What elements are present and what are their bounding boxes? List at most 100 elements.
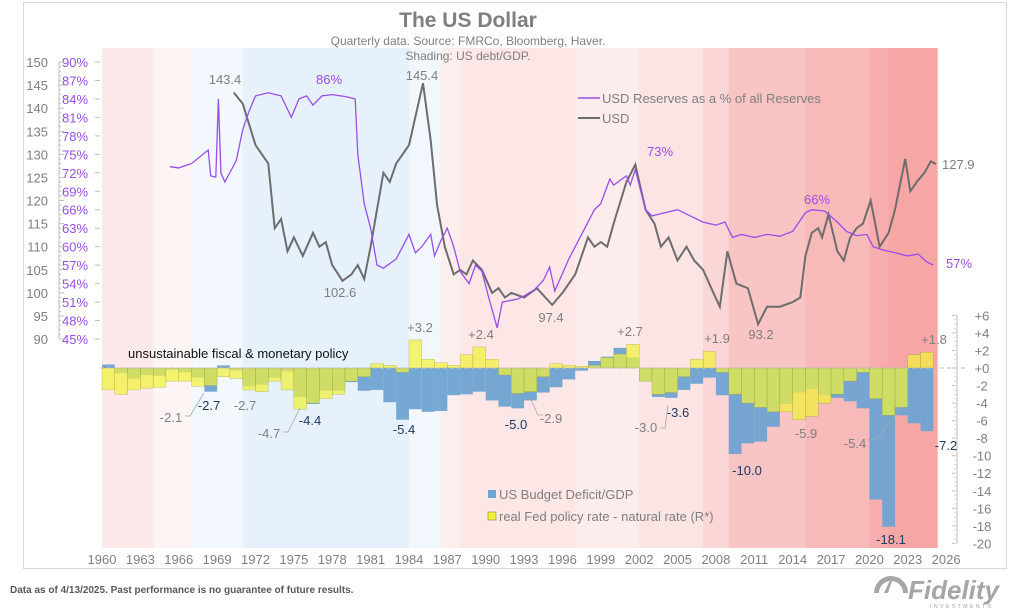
x-tick-label: 2017 <box>817 552 846 567</box>
x-tick-label: 1996 <box>548 552 577 567</box>
x-tick-label: 2008 <box>701 552 730 567</box>
fed-rate-bar <box>395 367 410 373</box>
y-right-tick-label: -2 <box>976 379 988 394</box>
annotation-label: +2.4 <box>468 327 494 342</box>
shading-band <box>805 48 870 548</box>
x-tick-label: 2026 <box>932 552 961 567</box>
fed-rate-bar <box>114 367 128 395</box>
x-tick-label: 1963 <box>126 552 155 567</box>
legend-usd-label: USD <box>602 111 629 126</box>
shading-band <box>460 48 576 548</box>
y-left-tick-label: 90 <box>34 332 48 347</box>
fed-rate-bar <box>677 367 691 377</box>
legend-deficit-label: US Budget Deficit/GDP <box>499 487 633 502</box>
reserves-pct-line <box>169 92 934 329</box>
annotation-label: 57% <box>946 256 972 271</box>
shading-band <box>639 48 704 548</box>
legend-deficit-swatch <box>488 490 496 498</box>
y-pct-tick-label: 63% <box>62 221 88 236</box>
annotation-label: 66% <box>804 192 830 207</box>
fed-rate-bar <box>805 367 819 417</box>
chart-title: The US Dollar <box>399 9 537 32</box>
fed-rate-bar <box>511 367 525 394</box>
shading-band <box>575 48 640 548</box>
fed-rate-bar <box>204 367 218 386</box>
y-right-tick-label: -14 <box>973 484 992 499</box>
deficit-bar <box>575 368 589 371</box>
y-left-tick-label: 120 <box>26 194 48 209</box>
bottom-annotations: +3.2 +2.4 +2.7 +1.9 +1.8 -2.1 -2.7 -2.7 … <box>160 320 957 547</box>
chart-subtitle: Quarterly data. Source: FMRCo, Bloomberg… <box>331 34 606 48</box>
y-pct-tick-label: 69% <box>62 184 88 199</box>
annotation-label: -2.9 <box>540 411 562 426</box>
y-left-tick-label: 100 <box>26 286 48 301</box>
x-tick-label: 1984 <box>394 552 423 567</box>
deficit-bar <box>383 368 397 403</box>
legend-fed-swatch <box>487 511 497 521</box>
fed-rate-bar <box>881 367 896 416</box>
axes: 150 145 140 135 130 125 120 115 110 105 100 95 90 90%… <box>26 55 991 567</box>
y-pct-tick-label: 48% <box>62 314 88 329</box>
fed-rate-bar <box>216 367 231 377</box>
y-right-tick-label: -16 <box>973 501 992 516</box>
x-tick-label: 2011 <box>740 552 768 567</box>
y-left-tick-label: 115 <box>27 217 48 232</box>
fed-rate-bar <box>792 367 806 420</box>
deficit-bar <box>102 364 115 368</box>
fed-rate-bar <box>319 367 333 399</box>
x-tick-label: 2002 <box>625 552 654 567</box>
y-pct-tick-label: 78% <box>62 129 88 144</box>
fed-rate-bar <box>728 367 742 395</box>
x-tick-label: 1990 <box>471 552 500 567</box>
deficit-bar <box>396 368 409 420</box>
top-annotations: 143.4 86% 102.6 145.4 97.4 73% 93.2 66% … <box>209 68 975 342</box>
fed-rate-bar <box>408 339 422 369</box>
deficit-bar <box>549 368 563 388</box>
y-left-tick-label: 145 <box>26 78 48 93</box>
deficit-bar <box>498 368 512 407</box>
fed-rate-bar <box>101 367 115 391</box>
fed-rate-bar <box>421 359 435 369</box>
fed-rate-bar <box>702 351 717 369</box>
annotation-leaders <box>185 392 903 441</box>
y-right-tick-label: +0 <box>975 361 990 376</box>
annotation-label: -5.9 <box>795 426 817 441</box>
x-tick-label: 2005 <box>663 552 692 567</box>
bar-series <box>101 339 934 527</box>
annotation-label: +3.2 <box>407 320 433 335</box>
fed-rate-bar <box>894 367 908 408</box>
y-right-tick-label: -4 <box>976 396 988 411</box>
deficit-bar <box>421 368 435 412</box>
annotation-label: +1.9 <box>704 331 730 346</box>
policy-note: unsustainable fiscal & monetary policy <box>128 346 349 361</box>
fed-rate-bar <box>907 354 921 369</box>
fed-rate-bar <box>229 367 243 379</box>
shading-band <box>888 48 938 548</box>
y-right-tick-label: -12 <box>973 466 992 481</box>
y-left-tick-label: 110 <box>27 240 48 255</box>
annotation-label: -2.1 <box>160 410 182 425</box>
annotation-label: 127.9 <box>942 157 975 172</box>
fed-rate-bar <box>357 367 371 377</box>
x-tick-label: 2023 <box>893 552 922 567</box>
annotation-label: -10.0 <box>732 463 762 478</box>
deficit-bar <box>856 368 870 409</box>
debt-gdp-shading <box>102 48 938 548</box>
y-right-tick-label: +6 <box>975 308 990 323</box>
annotation-label: -5.0 <box>505 417 527 432</box>
fed-rate-bar <box>242 367 256 391</box>
x-tick-label: 1960 <box>88 552 117 567</box>
fed-rate-bar <box>690 359 704 369</box>
shading-band <box>153 48 193 548</box>
fed-rate-bar <box>536 367 550 377</box>
fed-rate-bar <box>741 367 755 404</box>
fed-rate-bar <box>638 367 653 382</box>
fed-rate-bar <box>715 367 729 373</box>
deficit-bar <box>434 368 448 411</box>
x-tick-label: 1972 <box>241 552 270 567</box>
y-pct-tick-label: 60% <box>62 240 88 255</box>
fed-rate-bar <box>472 346 486 369</box>
y-pct-tick-label: 51% <box>62 295 88 310</box>
deficit-bar <box>217 365 230 368</box>
x-tick-label: 2014 <box>778 552 807 567</box>
